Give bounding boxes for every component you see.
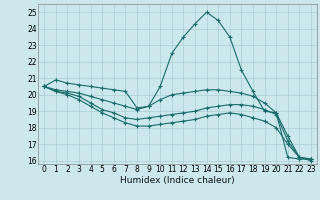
X-axis label: Humidex (Indice chaleur): Humidex (Indice chaleur) [120, 176, 235, 185]
